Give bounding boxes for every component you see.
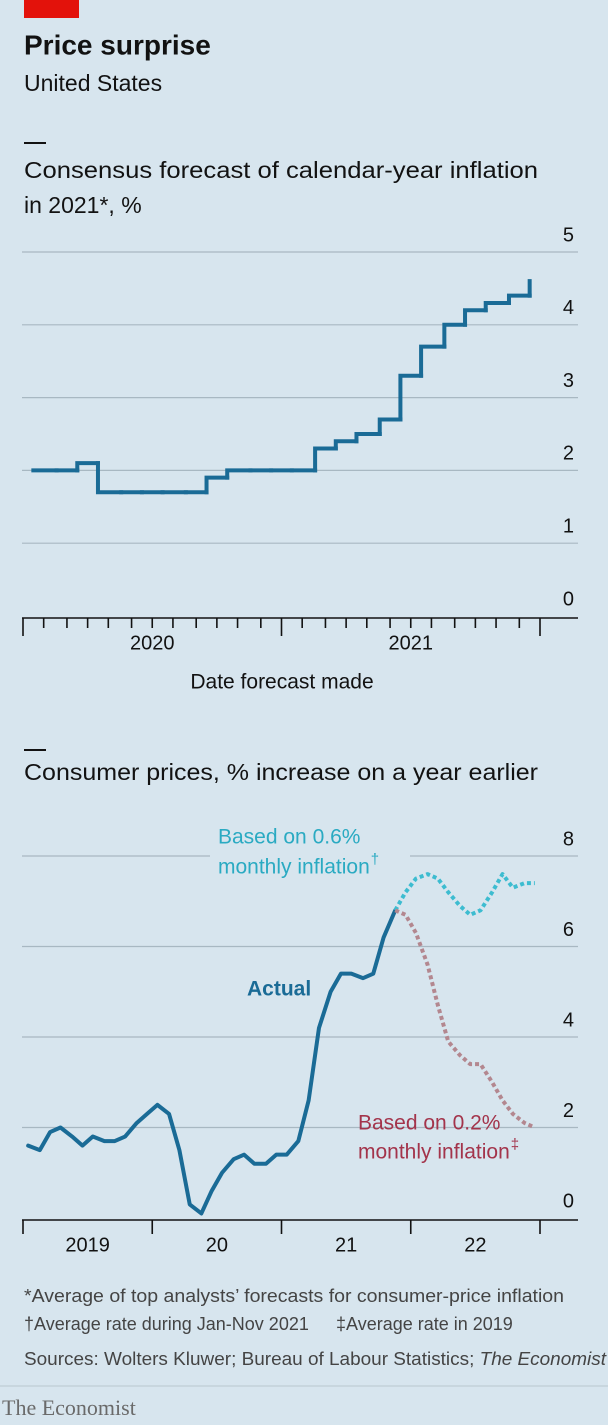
footnote: ‡Average rate in 2019: [336, 1314, 513, 1334]
series-line: [393, 872, 535, 917]
label-backdrop: [210, 825, 410, 885]
source-italic: The Economist: [480, 1349, 607, 1369]
y-tick-label: 1: [563, 515, 574, 537]
y-tick-label: 2: [563, 443, 574, 465]
red-tag: [24, 0, 79, 18]
x-tick-label: 2021: [389, 632, 434, 654]
source-text: Sources: Wolters Kluwer; Bureau of Labou…: [24, 1349, 480, 1369]
y-tick-label: 6: [563, 919, 574, 941]
plot: [26, 872, 536, 1216]
step-segment: [333, 439, 359, 451]
step-segment: [463, 308, 488, 327]
footnote: *Average of top analysts’ forecasts for …: [24, 1286, 564, 1306]
series-label: Based on 0.2%: [358, 1112, 500, 1135]
source: Sources: Wolters Kluwer; Bureau of Labou…: [24, 1349, 607, 1369]
step-segment: [377, 417, 403, 436]
series-label: Actual: [247, 978, 311, 1001]
y-tick-label: 0: [563, 1190, 574, 1212]
step-segment: [313, 446, 338, 473]
subtitle: United States: [24, 70, 162, 96]
step-segment: [483, 300, 511, 313]
y-tick-label: 5: [563, 224, 574, 246]
series-label: monthly inflation: [358, 1141, 510, 1164]
chart-title: Consumer prices, % increase on a year ea…: [24, 759, 538, 785]
step-segment: [419, 344, 447, 378]
step-segment: [442, 322, 468, 349]
step-segment: [204, 475, 230, 495]
chart-title: Consensus forecast of calendar-year infl…: [24, 157, 538, 183]
chart-title: in 2021*, %: [24, 192, 142, 218]
series-line: [26, 908, 398, 1216]
x-axis-label: Date forecast made: [190, 671, 373, 694]
step-segment: [95, 461, 124, 495]
plot: [31, 279, 532, 495]
footnote: †Average rate during Jan-Nov 2021: [24, 1314, 309, 1334]
y-tick-label: 8: [563, 828, 574, 850]
step-segment: [354, 432, 382, 444]
y-tick-label: 4: [563, 297, 574, 319]
step-segment: [75, 461, 100, 473]
x-tick-label: 22: [464, 1234, 486, 1256]
x-tick-label: 2020: [130, 632, 175, 654]
y-tick-label: 3: [563, 370, 574, 392]
x-tick-label: 2019: [65, 1234, 110, 1256]
brand: The Economist: [2, 1395, 136, 1420]
series-label: Based on 0.6%: [218, 826, 360, 849]
y-tick-label: 0: [563, 588, 574, 610]
series-label: monthly inflation: [218, 856, 370, 879]
series-line: [394, 908, 536, 1130]
series-label-mark: †: [371, 851, 379, 868]
x-tick-label: 21: [335, 1234, 357, 1256]
step-segment: [225, 468, 253, 480]
x-tick-label: 20: [206, 1234, 228, 1256]
step-segment: [506, 293, 532, 305]
title: Price surprise: [24, 29, 211, 60]
y-tick-label: 2: [563, 1100, 574, 1122]
annotations: Actual Based on 0.6% monthly inflation †…: [218, 826, 519, 1164]
series-label-mark: ‡: [511, 1136, 519, 1153]
y-tick-label: 4: [563, 1009, 574, 1031]
step-segment: [398, 373, 424, 422]
grid: 0 1 2 3 4 5 2020 2021: [22, 224, 578, 654]
